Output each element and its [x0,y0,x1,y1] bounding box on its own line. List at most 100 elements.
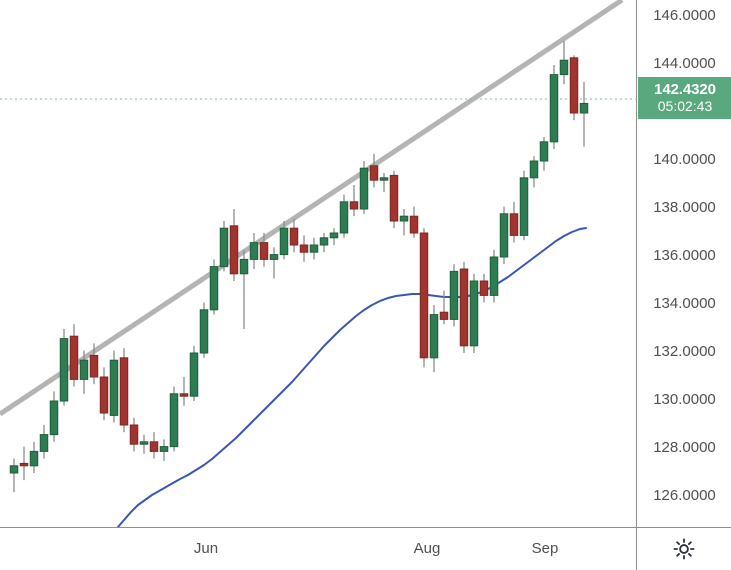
candlestick[interactable] [579,81,589,147]
candlestick[interactable] [479,273,489,303]
candle-body[interactable] [349,201,359,210]
candle-body[interactable] [229,225,239,275]
candlestick[interactable] [89,343,99,385]
candle-body[interactable] [119,357,129,426]
candlestick[interactable] [519,170,529,241]
candle-body[interactable] [459,268,469,347]
candle-body[interactable] [79,359,89,380]
candle-body[interactable] [169,393,179,448]
candlestick[interactable] [219,221,229,272]
candlestick[interactable] [369,153,379,188]
candle-body[interactable] [339,201,349,234]
candlestick[interactable] [409,206,419,238]
candlestick[interactable] [509,201,519,243]
candlestick[interactable] [99,367,109,421]
price-axis-scale[interactable]: 146.0000 144.0000 140.0000 138.0000 136.0000… [636,0,731,527]
candle-body[interactable] [449,270,459,320]
candlestick[interactable] [459,261,469,353]
candlestick[interactable] [539,137,549,171]
candlestick[interactable] [159,439,169,461]
candlestick[interactable] [269,247,279,279]
candlestick[interactable] [19,446,29,481]
candlestick[interactable] [359,161,369,214]
chart-plot-area[interactable] [0,0,636,527]
candlestick[interactable] [29,441,39,473]
candlestick[interactable] [439,290,449,325]
candle-body[interactable] [29,450,39,467]
candle-body[interactable] [269,254,279,260]
candle-body[interactable] [559,59,569,76]
candle-body[interactable] [9,465,19,474]
candlestick[interactable] [389,170,399,229]
candlestick[interactable] [419,228,429,368]
candlestick[interactable] [349,185,359,217]
candlestick[interactable] [279,221,289,260]
candlestick[interactable] [559,41,569,85]
candle-body[interactable] [529,160,539,179]
chart-settings-button[interactable] [671,536,697,562]
candle-body[interactable] [219,227,229,268]
candlestick[interactable] [169,386,179,452]
candle-body[interactable] [299,244,309,253]
candle-body[interactable] [139,441,149,445]
candle-body[interactable] [309,244,319,253]
candle-body[interactable] [59,338,69,402]
candlestick[interactable] [489,249,499,303]
candlestick[interactable] [299,235,309,262]
candlestick[interactable] [179,377,189,406]
candlestick[interactable] [329,228,339,245]
candlestick[interactable] [119,348,129,433]
candlestick[interactable] [129,417,139,452]
candlestick[interactable] [259,233,269,267]
candlestick[interactable] [39,425,49,459]
candle-body[interactable] [289,227,299,246]
candlestick[interactable] [49,391,59,442]
candlestick[interactable] [469,273,479,353]
candle-body[interactable] [479,280,489,296]
candlestick[interactable] [209,259,219,315]
candlestick[interactable] [199,302,209,358]
candle-body[interactable] [239,258,249,275]
uptrend-trendline[interactable] [0,0,624,417]
candle-body[interactable] [69,335,79,380]
candle-body[interactable] [509,213,519,236]
candle-body[interactable] [329,232,339,239]
candlestick[interactable] [379,173,389,193]
candle-body[interactable] [209,266,219,311]
candle-body[interactable] [409,215,419,234]
candlestick[interactable] [249,233,259,269]
candle-body[interactable] [519,177,529,236]
candlestick[interactable] [149,432,159,459]
candle-body[interactable] [49,400,59,436]
candlestick[interactable] [109,350,119,423]
candle-body[interactable] [399,215,409,222]
candle-body[interactable] [489,256,499,296]
candlestick[interactable] [449,264,459,327]
candlestick[interactable] [59,329,69,406]
candle-body[interactable] [199,309,209,354]
candle-body[interactable] [379,177,389,181]
candle-body[interactable] [39,434,49,452]
candle-body[interactable] [89,354,99,378]
candlestick[interactable] [499,206,509,265]
candle-body[interactable] [419,232,429,359]
candlestick[interactable] [229,209,239,281]
candle-body[interactable] [579,102,589,114]
moving-average-line[interactable] [117,227,587,527]
candlestick[interactable] [189,345,199,401]
candle-body[interactable] [249,242,259,260]
candlestick[interactable] [319,233,329,253]
candle-body[interactable] [259,242,269,260]
current-price-badge[interactable]: 142.4320 05:02:43 [638,77,731,120]
candlestick-series[interactable] [9,41,589,493]
candlestick[interactable] [549,65,559,149]
candle-body[interactable] [19,462,29,467]
candle-body[interactable] [389,174,399,222]
candlestick[interactable] [69,324,79,387]
candlestick[interactable] [239,249,249,329]
candlestick[interactable] [399,209,409,236]
candle-body[interactable] [159,446,169,452]
candlestick[interactable] [529,156,539,188]
candle-body[interactable] [179,393,189,397]
candle-body[interactable] [369,165,379,181]
